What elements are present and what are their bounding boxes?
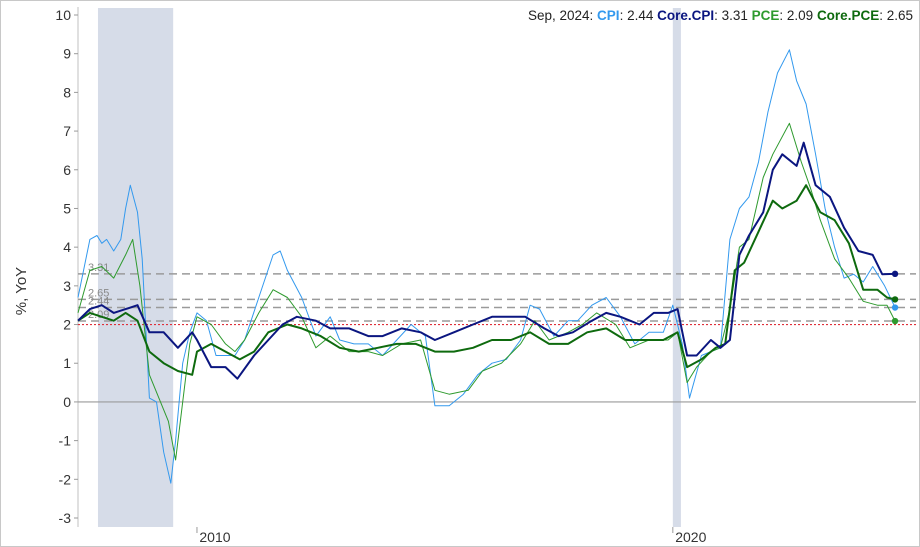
y-tick-label: 7 — [63, 123, 71, 139]
y-tick-label: 4 — [63, 239, 71, 255]
y-tick-label: 8 — [63, 84, 71, 100]
recession-band-0 — [97, 8, 174, 527]
legend-series-name: CPI — [597, 8, 620, 23]
end-marker-pce — [891, 317, 899, 325]
recession-band-1 — [672, 8, 681, 527]
end-marker-cpi — [891, 304, 899, 311]
series-line-pce — [77, 122, 896, 461]
legend-series-name: Core.PCE — [817, 8, 879, 23]
legend-series-value: : 2.44 — [620, 8, 658, 23]
y-tick-label: 0 — [63, 394, 71, 410]
y-tick-label: 2 — [63, 317, 71, 333]
legend: Sep, 2024: CPI: 2.44 Core.CPI: 3.31 PCE:… — [528, 8, 913, 23]
reference-line-label: 2.65 — [88, 287, 109, 299]
legend-text: Sep, 2024: CPI: 2.44 Core.CPI: 3.31 PCE:… — [528, 8, 913, 23]
series-lines — [77, 49, 896, 484]
series-line-core-pce — [77, 184, 896, 376]
end-marker-core-pce — [891, 296, 899, 303]
end-marker-core-cpi — [891, 270, 899, 278]
x-tick-label: 2010 — [199, 529, 230, 545]
y-tick-label: 9 — [63, 46, 71, 62]
x-tick-label: 2020 — [675, 529, 706, 545]
y-tick-label: 1 — [63, 355, 71, 371]
y-tick-label: 10 — [55, 7, 71, 23]
legend-series-name: PCE — [752, 8, 780, 23]
recession-bands — [97, 8, 681, 527]
legend-series-value: : 2.65 — [879, 8, 913, 23]
legend-series-value: : 3.31 — [714, 8, 752, 23]
legend-series-value: : 2.09 — [779, 8, 817, 23]
series-end-markers — [891, 270, 899, 325]
series-line-cpi — [77, 49, 896, 484]
y-tick-label: 5 — [63, 200, 71, 216]
y-axis-label: %, YoY — [13, 267, 30, 315]
y-tick-label: 3 — [63, 278, 71, 294]
reference-lines: 3.312.652.442.09 — [78, 262, 916, 326]
legend-series-name: Core.CPI — [657, 8, 714, 23]
reference-line-label: 2.44 — [88, 296, 109, 308]
y-tick-label: 6 — [63, 162, 71, 178]
y-tick-label: -1 — [59, 433, 72, 449]
legend-date: Sep, 2024: — [528, 8, 597, 23]
series-line-core-cpi — [77, 141, 896, 380]
y-tick-label: -3 — [59, 510, 72, 526]
y-tick-label: -2 — [59, 471, 72, 487]
